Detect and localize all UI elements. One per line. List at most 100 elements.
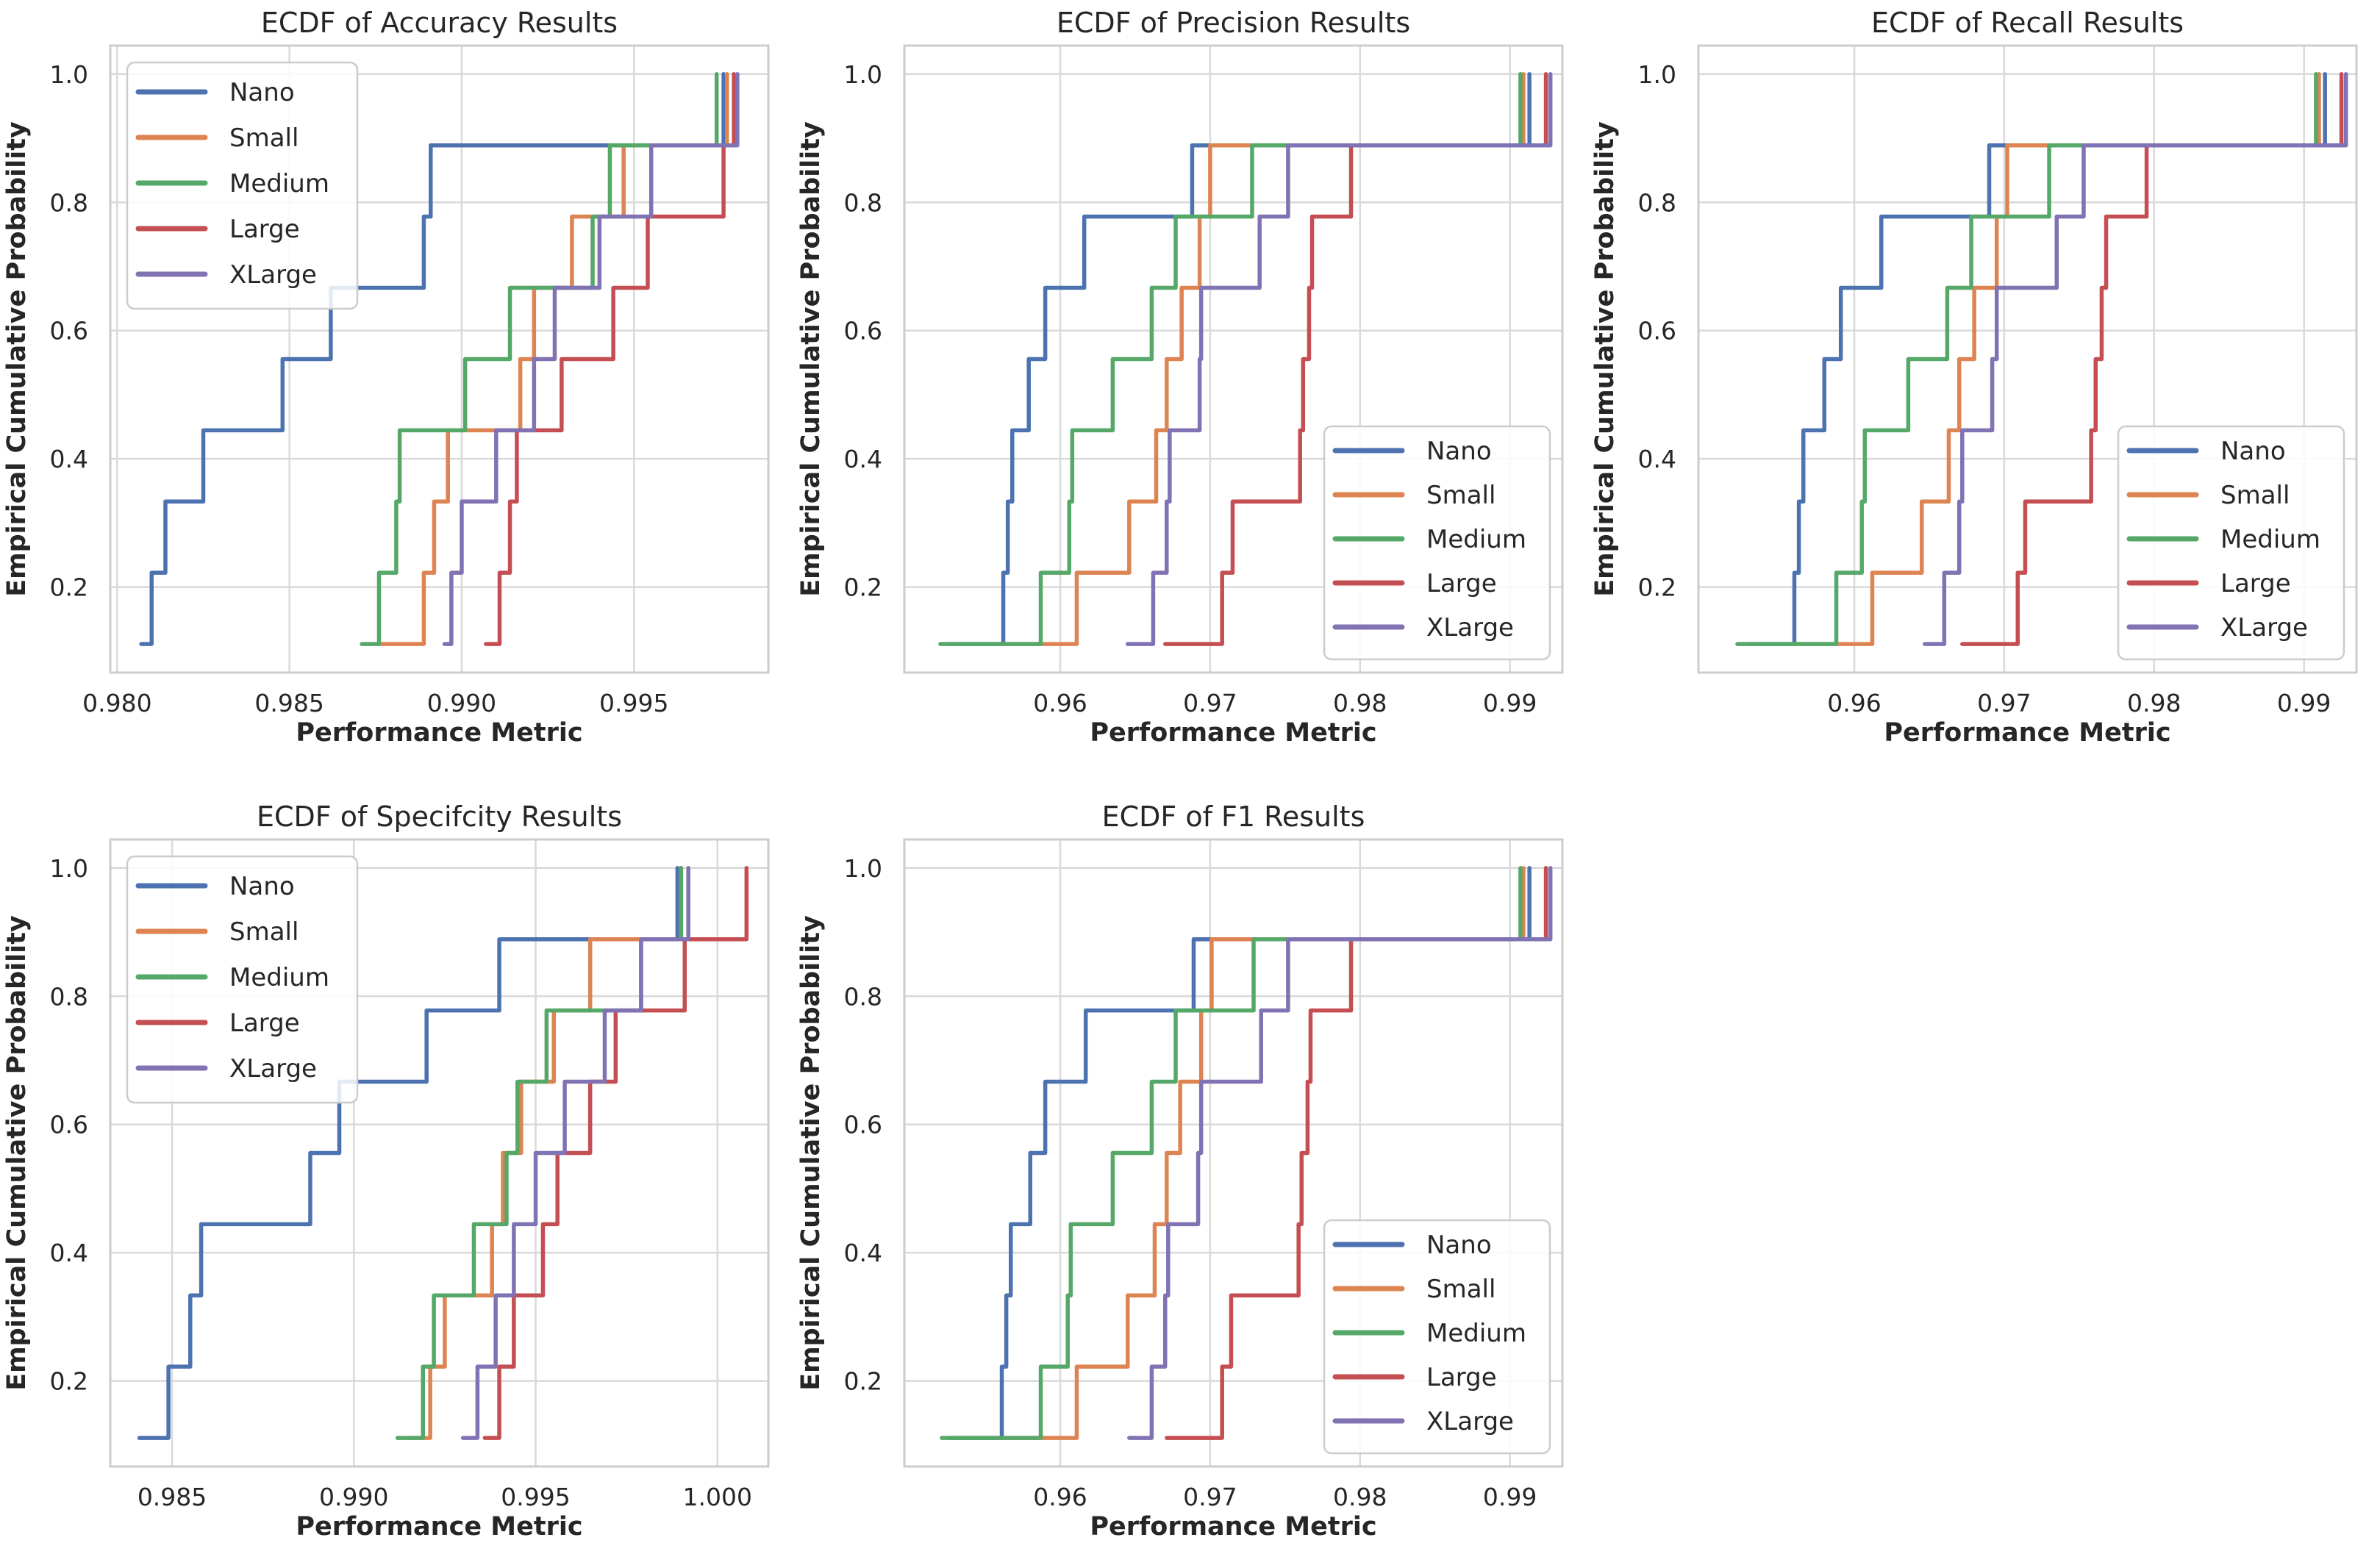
legend-item-small: Small: [1332, 481, 1495, 510]
legend-item-nano: Nano: [2126, 437, 2286, 466]
series-medium-line: [360, 72, 719, 646]
y-tick-label: 1.0: [50, 854, 88, 883]
legend-item-nano: Nano: [1332, 437, 1492, 466]
legend-item-medium: Medium: [135, 963, 329, 992]
x-tick-label: 0.99: [1483, 689, 1537, 717]
chart-accuracy-ecdf: 0.980 0.985 0.990 0.995 0.2 0.4 0.6 0.8 1.0 ECDF …: [0, 0, 794, 782]
x-tick-label: 0.995: [599, 689, 668, 717]
legend-item-xlarge: XLarge: [1332, 1407, 1514, 1436]
legend-box: [2117, 425, 2345, 661]
legend-item-medium: Medium: [135, 169, 329, 198]
y-tick-label: 0.8: [844, 188, 882, 217]
chart-canvas: 0.96 0.97 0.98 0.99 0.2 0.4 0.6 0.8 1.0 ECDF of R…: [1590, 7, 2358, 748]
legend-box: [1323, 1219, 1551, 1455]
series-small-line: [370, 72, 729, 646]
legend-item-small: Small: [1332, 1275, 1495, 1304]
series-xlarge-line: [1126, 72, 1553, 646]
y-tick-label: 0.6: [50, 317, 88, 345]
legend-label: Large: [229, 215, 300, 244]
legend-item-small: Small: [2126, 481, 2290, 510]
x-tick-label: 0.98: [2127, 689, 2181, 717]
series-large-line: [1165, 866, 1548, 1440]
y-tick-label: 0.4: [50, 445, 88, 473]
legend-label: Small: [1426, 1275, 1495, 1304]
legend-label: XLarge: [1426, 613, 1514, 642]
legend-label: Large: [229, 1009, 300, 1038]
x-tick-label: 0.990: [427, 689, 496, 717]
x-tick-label: 0.99: [1483, 1483, 1537, 1511]
legend-item-nano: Nano: [135, 872, 295, 901]
y-tick-label: 0.4: [844, 1239, 882, 1267]
y-tick-label: 0.2: [50, 1367, 88, 1396]
y-tick-label: 1.0: [844, 854, 882, 883]
legend-item-xlarge: XLarge: [1332, 613, 1514, 642]
legend-label: XLarge: [1426, 1407, 1514, 1436]
legend-box: [126, 61, 359, 310]
legend-item-large: Large: [1332, 569, 1497, 598]
x-axis-label: Performance Metric: [1884, 718, 2170, 748]
x-tick-label: 0.96: [1033, 689, 1087, 717]
legend-item-xlarge: XLarge: [135, 260, 317, 290]
y-tick-label: 0.4: [50, 1239, 88, 1267]
y-tick-label: 1.0: [50, 60, 88, 89]
y-tick-label: 0.2: [844, 573, 882, 602]
legend-label: Medium: [1426, 1319, 1526, 1348]
series-xlarge-line: [1923, 72, 2348, 646]
chart-canvas: 0.985 0.990 0.995 1.000 0.2 0.4 0.6 0.8 1.0 ECDF …: [2, 801, 770, 1541]
chart-title: ECDF of Specifcity Results: [257, 801, 622, 833]
chart-title: ECDF of Recall Results: [1871, 7, 2184, 39]
series-xlarge-line: [1127, 866, 1553, 1440]
legend-label: Nano: [229, 872, 295, 901]
series-group: [940, 866, 1553, 1440]
y-tick-label: 0.8: [1638, 188, 1676, 217]
legend-label: Large: [1426, 569, 1497, 598]
legend-label: Small: [1426, 481, 1495, 510]
series-nano-line: [1744, 72, 2327, 646]
legend-item-medium: Medium: [1332, 525, 1526, 554]
x-axis-label: Performance Metric: [1090, 718, 1376, 748]
chart-canvas: 0.980 0.985 0.990 0.995 0.2 0.4 0.6 0.8 1.0 ECDF …: [2, 7, 770, 748]
series-nano-line: [946, 72, 1532, 646]
legend-label: Medium: [229, 963, 329, 992]
series-xlarge-line: [442, 72, 740, 646]
x-axis-label: Performance Metric: [296, 718, 582, 748]
chart-canvas: 0.96 0.97 0.98 0.99 0.2 0.4 0.6 0.8 1.0 ECDF of F…: [796, 801, 1564, 1541]
y-tick-label: 0.2: [1638, 573, 1676, 602]
series-medium-line: [1735, 72, 2318, 646]
series-group: [938, 72, 1553, 646]
legend-label: Small: [2220, 481, 2290, 510]
series-group: [139, 72, 740, 646]
chart-title: ECDF of Accuracy Results: [261, 7, 618, 39]
legend-label: XLarge: [2220, 613, 2308, 642]
y-axis-label: Empirical Cumulative Probability: [796, 121, 826, 597]
legend-item-nano: Nano: [135, 78, 295, 107]
legend: Nano Small Medium Large XLarge: [126, 855, 359, 1104]
legend: Nano Small Medium Large XLarge: [126, 61, 359, 310]
y-axis-label: Empirical Cumulative Probability: [1590, 121, 1620, 597]
series-medium-line: [940, 866, 1523, 1440]
series-small-line: [1792, 72, 2321, 646]
x-tick-label: 0.98: [1333, 689, 1387, 717]
series-small-line: [406, 866, 684, 1440]
legend-box: [1323, 425, 1551, 661]
y-tick-label: 0.8: [50, 982, 88, 1011]
legend-label: Medium: [229, 169, 329, 198]
series-group: [137, 866, 749, 1440]
y-tick-label: 0.4: [844, 445, 882, 473]
plot-border: [109, 838, 770, 1468]
y-tick-label: 1.0: [844, 60, 882, 89]
y-tick-label: 0.2: [844, 1367, 882, 1396]
legend-label: Medium: [2220, 525, 2320, 554]
x-tick-label: 1.000: [683, 1483, 752, 1511]
plot-border: [903, 838, 1564, 1468]
x-tick-label: 0.985: [254, 689, 324, 717]
chart-specificity-ecdf: 0.985 0.990 0.995 1.000 0.2 0.4 0.6 0.8 1.0 ECDF …: [0, 794, 794, 1565]
legend-item-large: Large: [2126, 569, 2291, 598]
series-nano-line: [137, 866, 680, 1440]
plot-border: [1697, 44, 2358, 674]
x-axis-label: Performance Metric: [1090, 1512, 1376, 1541]
series-large-line: [1162, 72, 1548, 646]
chart-f1-ecdf: 0.96 0.97 0.98 0.99 0.2 0.4 0.6 0.8 1.0 ECDF of F…: [794, 794, 1588, 1565]
x-tick-label: 0.990: [319, 1483, 388, 1511]
